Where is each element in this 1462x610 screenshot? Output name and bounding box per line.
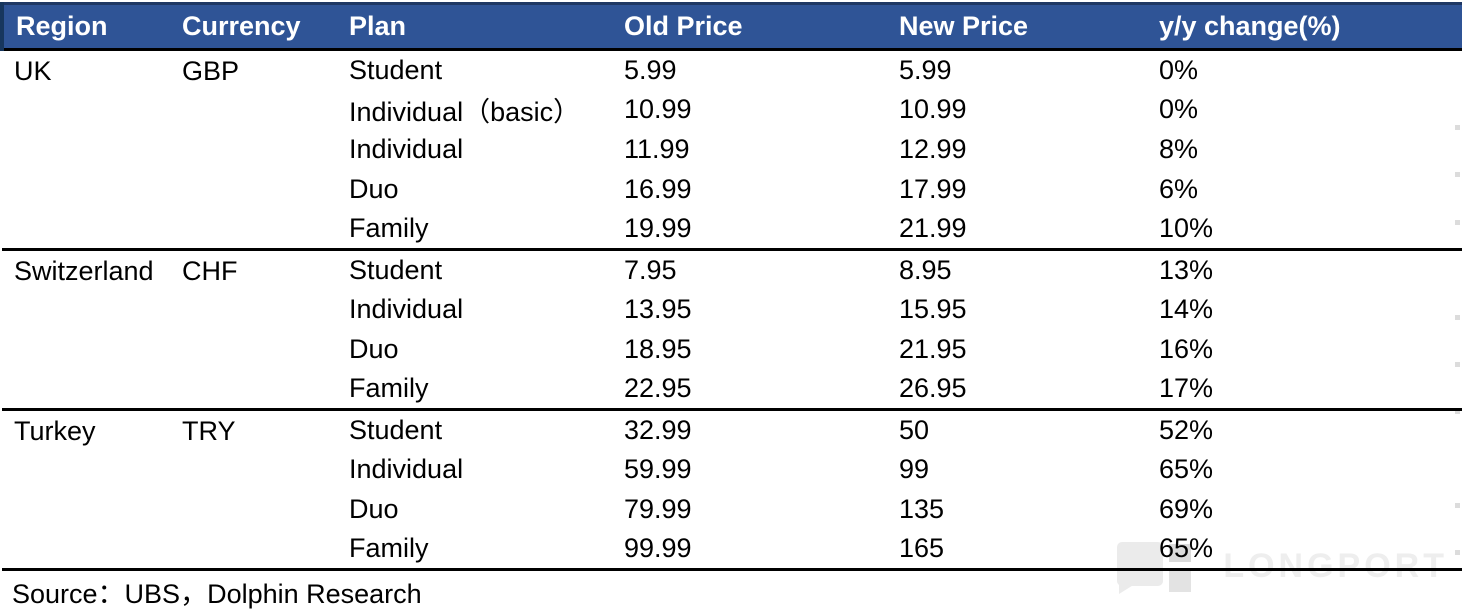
- column-header: Old Price: [612, 2, 887, 51]
- plan-cell: Student: [337, 408, 612, 450]
- yoy-change-cell: 0%: [1147, 48, 1462, 90]
- plan-cell: Individual（basic）: [349, 97, 581, 127]
- currency-cell: GBP: [170, 48, 337, 250]
- plan-cell: Duo: [349, 174, 399, 204]
- region-cell: Turkey: [2, 408, 170, 570]
- table-row: Switzerland CHF Student 7.95 8.95 13%: [2, 248, 1462, 410]
- watermark-dot: [1455, 125, 1460, 130]
- new-price-cell: 17.99: [899, 174, 967, 204]
- old-price-cell: 22.95: [624, 373, 692, 404]
- table-row: Family 19.99 21.99 10%: [2, 210, 1462, 250]
- logo-bar-shape: [1169, 544, 1192, 562]
- table-row: Individual（basic） 10.99 10.99 0%: [2, 90, 1462, 130]
- old-price-cell: 7.95: [612, 248, 887, 290]
- column-header: Currency: [170, 2, 337, 51]
- new-price-cell: 21.95: [899, 334, 967, 364]
- yoy-change-cell: 16%: [1159, 334, 1214, 364]
- logo-bubble-shape: [1117, 542, 1164, 586]
- old-price-cell: 5.99: [612, 48, 887, 90]
- plan-cell: Duo: [349, 334, 399, 364]
- longport-watermark: LONGPORT: [1117, 540, 1448, 594]
- watermark-dot: [1455, 550, 1460, 555]
- yoy-change-cell: 6%: [1159, 174, 1199, 204]
- old-price-cell: 16.99: [624, 174, 692, 204]
- watermark-dot: [1455, 220, 1460, 225]
- yoy-change-cell: 13%: [1147, 248, 1462, 290]
- plan-cell: Duo: [349, 494, 399, 524]
- logo-bar-shape: [1169, 568, 1192, 592]
- yoy-change-cell: 10%: [1159, 213, 1214, 244]
- new-price-cell: 26.95: [899, 373, 967, 404]
- old-price-cell: 79.99: [624, 494, 692, 524]
- yoy-change-cell: 69%: [1159, 494, 1214, 524]
- new-price-cell: 21.99: [899, 213, 967, 244]
- plan-cell: Individual: [349, 294, 464, 324]
- new-price-cell: 135: [899, 494, 945, 524]
- old-price-cell: 59.99: [624, 454, 692, 484]
- new-price-cell: 165: [899, 533, 945, 564]
- currency-cell: TRY: [170, 408, 337, 570]
- plan-cell: Family: [349, 533, 429, 564]
- region-cell: Switzerland: [2, 248, 170, 410]
- yoy-change-cell: 65%: [1159, 454, 1214, 484]
- currency-cell: CHF: [170, 248, 337, 410]
- old-price-cell: 13.95: [624, 294, 692, 324]
- watermark-dot: [1455, 315, 1460, 320]
- new-price-cell: 8.95: [887, 248, 1147, 290]
- old-price-cell: 10.99: [624, 94, 692, 124]
- column-header: New Price: [887, 2, 1147, 51]
- new-price-cell: 99: [899, 454, 930, 484]
- table-row: Duo 16.99 17.99 6%: [2, 170, 1462, 210]
- table-row: Family 22.95 26.95 17%: [2, 370, 1462, 410]
- source-note: Source：UBS，Dolphin Research: [12, 579, 422, 609]
- yoy-change-cell: 8%: [1159, 134, 1199, 164]
- old-price-cell: 99.99: [624, 533, 692, 564]
- old-price-cell: 18.95: [624, 334, 692, 364]
- old-price-cell: 11.99: [624, 134, 690, 164]
- logo-tail-shape: [1119, 584, 1136, 594]
- table-row: Family 99.99 165 65%: [2, 530, 1462, 570]
- plan-cell: Individual: [349, 134, 464, 164]
- plan-cell: Individual: [349, 454, 464, 484]
- new-price-cell: 12.99: [899, 134, 967, 164]
- column-header: Plan: [337, 2, 612, 51]
- watermark-dot: [1455, 362, 1460, 367]
- table-row: Duo 18.95 21.95 16%: [2, 330, 1462, 370]
- table-row: Turkey TRY Student 32.99 50 52%: [2, 408, 1462, 570]
- column-header: y/y change(%): [1147, 2, 1462, 51]
- table-row: Individual 59.99 99 65%: [2, 450, 1462, 490]
- watermark-dot: [1455, 172, 1460, 177]
- table-row: Duo 79.99 135 69%: [2, 490, 1462, 530]
- column-header: Region: [0, 2, 170, 51]
- table-row: Individual 13.95 15.95 14%: [2, 290, 1462, 330]
- table-row: Individual 11.99 12.99 8%: [2, 130, 1462, 170]
- table-row: UK GBP Student 5.99 5.99 0%: [2, 48, 1462, 250]
- plan-cell: Student: [337, 248, 612, 290]
- yoy-change-cell: 14%: [1159, 294, 1214, 324]
- table-header-row: Region Currency Plan Old Price New Price y/y …: [0, 2, 1462, 51]
- watermark-dot: [1455, 503, 1460, 508]
- longport-logo-icon: [1117, 540, 1197, 594]
- region-cell: UK: [2, 48, 170, 250]
- plan-cell: Family: [349, 213, 429, 244]
- yoy-change-cell: 65%: [1159, 533, 1214, 564]
- watermark-text: LONGPORT: [1223, 546, 1448, 585]
- new-price-cell: 15.95: [899, 294, 967, 324]
- pricing-table: Region Currency Plan Old Price New Price y/y …: [0, 2, 1462, 571]
- plan-cell: Family: [349, 373, 429, 404]
- new-price-cell: 10.99: [899, 94, 967, 124]
- old-price-cell: 19.99: [624, 213, 692, 244]
- old-price-cell: 32.99: [612, 408, 887, 450]
- yoy-change-cell: 52%: [1147, 408, 1462, 450]
- yoy-change-cell: 17%: [1159, 373, 1214, 404]
- new-price-cell: 50: [887, 408, 1147, 450]
- yoy-change-cell: 0%: [1159, 94, 1199, 124]
- plan-cell: Student: [337, 48, 612, 90]
- new-price-cell: 5.99: [887, 48, 1147, 90]
